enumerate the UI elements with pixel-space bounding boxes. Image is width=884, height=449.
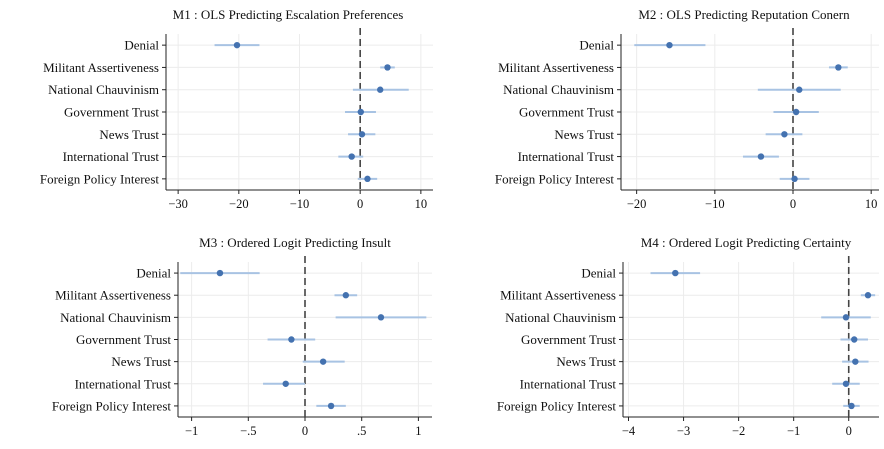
x-tick-label: 10 — [415, 197, 428, 211]
row-label: Foreign Policy Interest — [497, 398, 617, 413]
x-tick-label: 0 — [846, 424, 852, 438]
point-estimate — [348, 153, 355, 160]
x-tick-label: 0 — [302, 424, 308, 438]
x-tick-label: −1 — [787, 424, 800, 438]
row-label: National Chauvinism — [503, 82, 614, 97]
row-label: Foreign Policy Interest — [40, 171, 160, 186]
row-label: News Trust — [554, 127, 614, 142]
row-label: National Chauvinism — [48, 82, 159, 97]
point-estimate — [835, 64, 842, 71]
x-tick-label: −10 — [705, 197, 725, 211]
point-estimate — [342, 292, 350, 299]
x-tick-label: −30 — [168, 197, 188, 211]
row-label: Militant Assertiveness — [498, 60, 614, 75]
point-estimate — [842, 314, 850, 321]
row-label: International Trust — [63, 149, 160, 164]
point-estimate — [791, 175, 798, 183]
panel-title: M3 : Ordered Logit Predicting Insult — [199, 235, 391, 250]
x-tick-label: .5 — [357, 424, 366, 438]
point-estimate — [781, 131, 788, 138]
row-label: International Trust — [520, 376, 617, 391]
row-label: International Trust — [518, 149, 615, 164]
point-estimate — [864, 292, 872, 299]
x-tick-label: −1 — [185, 424, 198, 438]
point-estimate — [364, 175, 371, 183]
panel-m1: M1 : OLS Predicting Escalation Preferenc… — [40, 7, 433, 211]
point-estimate — [848, 402, 855, 410]
point-estimate — [792, 108, 800, 116]
point-estimate — [852, 358, 859, 365]
point-estimate — [796, 86, 803, 93]
point-estimate — [757, 153, 765, 160]
x-tick-label: −3 — [677, 424, 690, 438]
x-tick-label: 0 — [357, 197, 363, 211]
x-tick-label: 0 — [790, 197, 796, 211]
row-label: Denial — [579, 38, 614, 53]
row-label: News Trust — [556, 354, 616, 369]
x-tick-label: −2 — [732, 424, 745, 438]
row-label: News Trust — [111, 354, 171, 369]
point-estimate — [384, 64, 391, 71]
row-label: Government Trust — [64, 105, 159, 120]
row-label: International Trust — [75, 376, 172, 391]
point-estimate — [216, 269, 224, 277]
row-label: Foreign Policy Interest — [495, 171, 615, 186]
panel-m4: M4 : Ordered Logit Predicting Certainty D… — [497, 235, 879, 438]
x-tick-label: −4 — [622, 424, 636, 438]
point-estimate — [377, 314, 385, 321]
point-estimate — [842, 380, 850, 387]
panel-title: M2 : OLS Predicting Reputation Conern — [638, 7, 850, 22]
row-label: Denial — [124, 38, 159, 53]
row-label: Denial — [581, 266, 616, 281]
panel-title: M1 : OLS Predicting Escalation Preferenc… — [173, 7, 404, 22]
panel-m2: M2 : OLS Predicting Reputation Conern Den… — [495, 7, 879, 211]
row-label: Foreign Policy Interest — [52, 398, 172, 413]
point-estimate — [377, 86, 384, 93]
row-label: National Chauvinism — [505, 310, 616, 325]
row-label: Militant Assertiveness — [43, 60, 159, 75]
row-label: Militant Assertiveness — [500, 288, 616, 303]
point-estimate — [282, 380, 289, 387]
point-estimate — [288, 336, 295, 343]
x-tick-label: 1 — [415, 424, 421, 438]
row-label: National Chauvinism — [60, 310, 171, 325]
point-estimate — [851, 336, 858, 343]
point-estimate — [233, 41, 241, 49]
row-label: Government Trust — [521, 332, 616, 347]
point-estimate — [666, 41, 673, 49]
row-label: News Trust — [99, 127, 159, 142]
x-tick-label: −10 — [290, 197, 310, 211]
x-tick-label: −20 — [627, 197, 647, 211]
panel-m3: M3 : Ordered Logit Predicting Insult Deni… — [52, 235, 432, 438]
x-tick-label: −.5 — [240, 424, 256, 438]
panel-title: M4 : Ordered Logit Predicting Certainty — [641, 235, 852, 250]
point-estimate — [358, 131, 366, 138]
row-label: Government Trust — [519, 105, 614, 120]
point-estimate — [357, 108, 364, 116]
row-label: Militant Assertiveness — [55, 288, 171, 303]
point-estimate — [319, 358, 327, 365]
point-estimate — [672, 269, 679, 277]
x-tick-label: 10 — [865, 197, 878, 211]
x-tick-label: −20 — [229, 197, 249, 211]
row-label: Government Trust — [76, 332, 171, 347]
row-label: Denial — [136, 266, 171, 281]
point-estimate — [327, 402, 335, 410]
